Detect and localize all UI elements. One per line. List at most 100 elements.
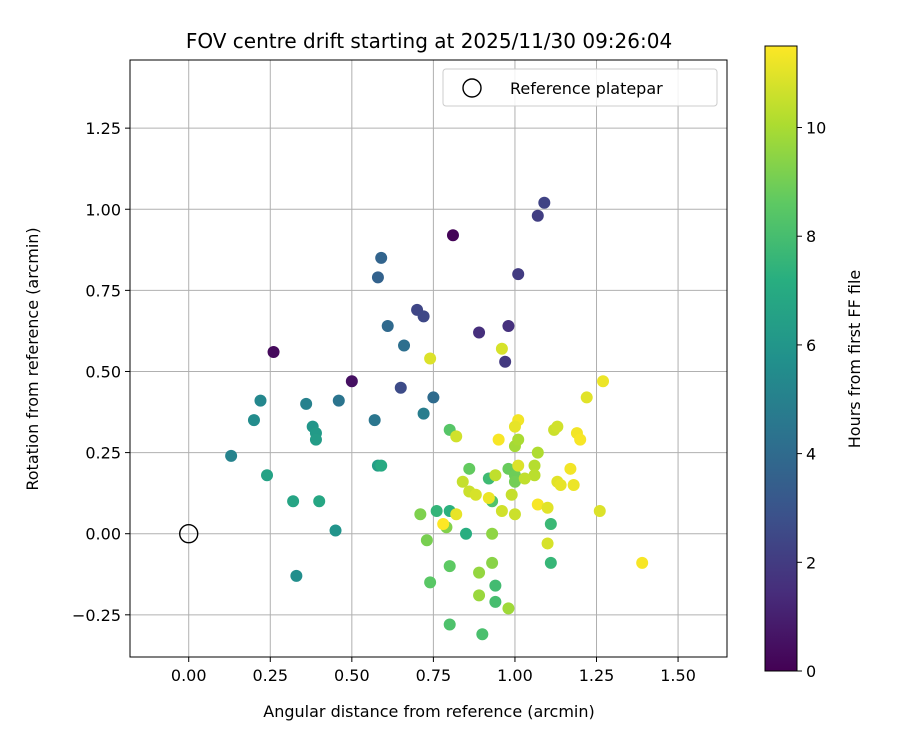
grid-lines bbox=[130, 60, 727, 657]
data-point bbox=[492, 433, 505, 446]
data-point bbox=[473, 326, 486, 339]
data-point bbox=[489, 595, 502, 608]
data-point bbox=[414, 508, 427, 521]
data-point bbox=[554, 479, 567, 492]
data-point bbox=[495, 504, 508, 517]
colorbar-tick-label: 10 bbox=[806, 119, 826, 138]
y-tick-label: 1.00 bbox=[85, 200, 121, 219]
data-point bbox=[456, 475, 469, 488]
y-tick-label: 0.75 bbox=[85, 281, 121, 300]
colorbar: 0 2 4 6 8 10 Hours from first FF file bbox=[764, 45, 864, 681]
data-point bbox=[574, 433, 587, 446]
data-point bbox=[463, 462, 476, 475]
data-point bbox=[489, 579, 502, 592]
data-point bbox=[508, 508, 521, 521]
data-point bbox=[495, 342, 508, 355]
data-point bbox=[290, 569, 303, 582]
data-point bbox=[417, 310, 430, 323]
y-tick-label: 0.50 bbox=[85, 362, 121, 381]
data-point bbox=[636, 556, 649, 569]
data-point bbox=[482, 492, 495, 505]
colorbar-ticks: 0 2 4 6 8 10 bbox=[797, 119, 826, 681]
data-point bbox=[469, 488, 482, 501]
data-point bbox=[473, 566, 486, 579]
x-axis-label: Angular distance from reference (arcmin) bbox=[263, 702, 594, 721]
x-tick-label: 0.50 bbox=[334, 666, 370, 685]
data-point bbox=[443, 618, 456, 631]
data-point bbox=[313, 495, 326, 508]
data-point bbox=[538, 196, 551, 209]
data-point bbox=[424, 576, 437, 589]
data-point bbox=[512, 268, 525, 281]
data-point bbox=[424, 352, 437, 365]
x-tick-label: 1.00 bbox=[497, 666, 533, 685]
data-point bbox=[502, 320, 515, 333]
data-point bbox=[375, 251, 388, 264]
data-point bbox=[541, 537, 554, 550]
y-tick-label: 1.25 bbox=[85, 119, 121, 138]
y-tick-label: 0.00 bbox=[85, 525, 121, 544]
data-point bbox=[427, 391, 440, 404]
data-point bbox=[486, 556, 499, 569]
data-point bbox=[287, 495, 300, 508]
x-tick-label: 0.00 bbox=[171, 666, 207, 685]
data-point bbox=[460, 527, 473, 540]
data-point bbox=[508, 475, 521, 488]
data-point bbox=[420, 534, 433, 547]
legend-marker-icon bbox=[462, 78, 482, 98]
data-point bbox=[528, 469, 541, 482]
x-tick-label: 0.75 bbox=[416, 666, 452, 685]
data-point bbox=[473, 589, 486, 602]
data-point bbox=[580, 391, 593, 404]
chart-title: FOV centre drift starting at 2025/11/30 … bbox=[186, 29, 672, 53]
data-point bbox=[443, 560, 456, 573]
data-point bbox=[593, 504, 606, 517]
data-point bbox=[430, 504, 443, 517]
data-point bbox=[505, 488, 518, 501]
reference-platepar-marker bbox=[179, 524, 199, 544]
colorbar-tick-label: 4 bbox=[806, 445, 816, 464]
data-point bbox=[489, 469, 502, 482]
data-point bbox=[564, 462, 577, 475]
data-point bbox=[332, 394, 345, 407]
data-point bbox=[502, 602, 515, 615]
colorbar-tick-label: 2 bbox=[806, 553, 816, 572]
data-point bbox=[544, 556, 557, 569]
data-point bbox=[225, 449, 238, 462]
data-point bbox=[446, 229, 459, 242]
legend-box bbox=[442, 68, 718, 107]
x-tick-label: 1.50 bbox=[660, 666, 696, 685]
data-point bbox=[309, 433, 322, 446]
data-point bbox=[375, 459, 388, 472]
plot-frame bbox=[129, 59, 728, 658]
data-point bbox=[345, 375, 358, 388]
data-point bbox=[512, 433, 525, 446]
data-points bbox=[225, 196, 649, 641]
data-point bbox=[371, 271, 384, 284]
legend: Reference platepar bbox=[442, 68, 718, 107]
data-point bbox=[381, 320, 394, 333]
x-axis-ticks: 0.00 0.25 0.50 0.75 1.00 1.25 1.50 bbox=[171, 657, 696, 685]
data-point bbox=[261, 469, 274, 482]
data-point bbox=[398, 339, 411, 352]
y-axis-label: Rotation from reference (arcmin) bbox=[23, 227, 42, 490]
data-point bbox=[531, 446, 544, 459]
data-point bbox=[417, 407, 430, 420]
data-point bbox=[508, 420, 521, 433]
data-point bbox=[394, 381, 407, 394]
data-point bbox=[541, 501, 554, 514]
colorbar-label: Hours from first FF file bbox=[845, 270, 864, 449]
data-point bbox=[368, 414, 381, 427]
data-point bbox=[551, 420, 564, 433]
data-point bbox=[476, 628, 489, 641]
data-point bbox=[499, 355, 512, 368]
data-point bbox=[329, 524, 342, 537]
colorbar-tick-label: 6 bbox=[806, 336, 816, 355]
colorbar-tick-label: 8 bbox=[806, 227, 816, 246]
y-axis-ticks: −0.25 0.00 0.25 0.50 0.75 1.00 1.25 bbox=[72, 119, 130, 625]
data-point bbox=[518, 472, 531, 485]
data-point bbox=[531, 209, 544, 222]
data-point bbox=[300, 397, 313, 410]
data-point bbox=[486, 527, 499, 540]
